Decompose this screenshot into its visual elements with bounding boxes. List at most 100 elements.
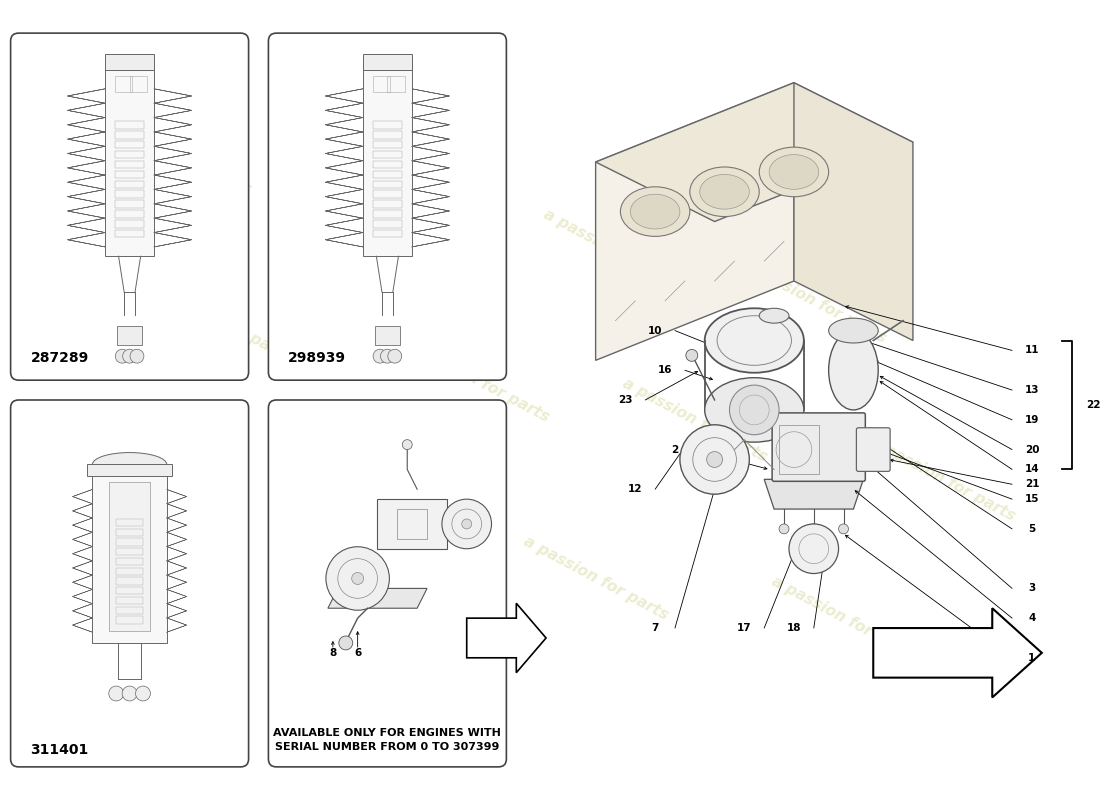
- Circle shape: [326, 546, 389, 610]
- Text: 16: 16: [658, 366, 672, 375]
- Circle shape: [123, 350, 136, 363]
- Circle shape: [808, 524, 818, 534]
- FancyBboxPatch shape: [772, 413, 866, 482]
- Bar: [114, 122, 144, 129]
- Ellipse shape: [705, 378, 804, 442]
- Bar: [373, 200, 403, 208]
- Text: 18: 18: [786, 623, 801, 633]
- Circle shape: [729, 385, 779, 434]
- Circle shape: [135, 686, 151, 701]
- Circle shape: [403, 440, 412, 450]
- Circle shape: [442, 499, 492, 549]
- Text: 23: 23: [618, 395, 632, 405]
- Ellipse shape: [690, 167, 759, 217]
- Text: 17: 17: [737, 623, 751, 633]
- Polygon shape: [595, 82, 794, 360]
- Bar: [387, 76, 405, 93]
- Circle shape: [789, 524, 838, 574]
- Bar: [114, 190, 144, 198]
- Circle shape: [680, 425, 749, 494]
- Bar: [373, 170, 403, 178]
- Polygon shape: [764, 479, 864, 509]
- Bar: [114, 210, 144, 218]
- FancyBboxPatch shape: [11, 33, 249, 380]
- Text: 1: 1: [1028, 653, 1035, 663]
- Text: 311401: 311401: [31, 743, 89, 757]
- Text: 5: 5: [1028, 524, 1035, 534]
- Circle shape: [381, 350, 394, 363]
- Circle shape: [130, 350, 144, 363]
- Bar: [373, 161, 403, 168]
- Circle shape: [373, 350, 387, 363]
- Bar: [106, 70, 154, 256]
- Bar: [117, 578, 143, 585]
- Polygon shape: [794, 82, 913, 341]
- Bar: [373, 190, 403, 198]
- Bar: [117, 597, 143, 604]
- Text: a passion for parts: a passion for parts: [342, 157, 492, 246]
- Text: a passion for parts: a passion for parts: [75, 454, 224, 544]
- Bar: [117, 529, 143, 536]
- Circle shape: [339, 636, 353, 650]
- Text: a passion for parts: a passion for parts: [769, 574, 918, 662]
- Ellipse shape: [92, 453, 167, 476]
- Polygon shape: [873, 608, 1042, 698]
- Bar: [373, 230, 403, 238]
- Bar: [363, 54, 411, 70]
- Bar: [117, 519, 143, 526]
- Bar: [377, 499, 447, 549]
- Bar: [92, 465, 167, 643]
- FancyBboxPatch shape: [268, 33, 506, 380]
- Text: 13: 13: [1025, 385, 1040, 395]
- Bar: [117, 568, 143, 575]
- Text: 19: 19: [1025, 415, 1040, 425]
- Ellipse shape: [620, 187, 690, 236]
- Bar: [373, 220, 403, 227]
- Circle shape: [388, 350, 401, 363]
- FancyBboxPatch shape: [11, 400, 249, 767]
- Bar: [117, 616, 143, 623]
- Text: 14: 14: [1024, 465, 1040, 474]
- Text: a passion for parts: a passion for parts: [868, 434, 1018, 524]
- Bar: [114, 161, 144, 168]
- Text: a passion for parts: a passion for parts: [104, 107, 254, 197]
- Text: 4: 4: [1028, 613, 1035, 623]
- Text: 22: 22: [1087, 400, 1100, 410]
- Bar: [109, 482, 150, 631]
- Bar: [779, 425, 818, 474]
- Bar: [117, 606, 143, 614]
- Text: 2: 2: [671, 445, 679, 454]
- Bar: [373, 151, 403, 158]
- Text: 287289: 287289: [31, 351, 89, 366]
- Bar: [373, 141, 403, 149]
- Bar: [373, 210, 403, 218]
- Bar: [397, 509, 427, 539]
- FancyBboxPatch shape: [268, 400, 506, 767]
- Bar: [117, 548, 143, 555]
- Text: 21: 21: [1025, 479, 1040, 490]
- Bar: [114, 220, 144, 227]
- Ellipse shape: [769, 154, 818, 190]
- Text: 6: 6: [354, 648, 361, 658]
- Ellipse shape: [630, 194, 680, 229]
- Text: a passion for parts: a passion for parts: [302, 504, 452, 594]
- Text: 20: 20: [1025, 445, 1040, 454]
- Circle shape: [122, 686, 138, 701]
- Bar: [118, 326, 142, 345]
- Polygon shape: [466, 603, 546, 673]
- Text: a passion for parts: a passion for parts: [540, 206, 691, 296]
- Bar: [114, 131, 144, 138]
- Text: 12: 12: [628, 484, 642, 494]
- Text: a passion for parts: a passion for parts: [402, 336, 551, 425]
- Text: 7: 7: [651, 623, 659, 633]
- Circle shape: [352, 573, 364, 585]
- Ellipse shape: [700, 174, 749, 209]
- Bar: [130, 76, 146, 93]
- Circle shape: [686, 350, 697, 362]
- Text: AVAILABLE ONLY FOR ENGINES WITH
SERIAL NUMBER FROM 0 TO 307399: AVAILABLE ONLY FOR ENGINES WITH SERIAL N…: [274, 728, 502, 752]
- Text: a passion for parts: a passion for parts: [144, 276, 294, 366]
- Bar: [375, 326, 399, 345]
- Bar: [373, 122, 403, 129]
- Bar: [114, 170, 144, 178]
- Bar: [87, 465, 173, 476]
